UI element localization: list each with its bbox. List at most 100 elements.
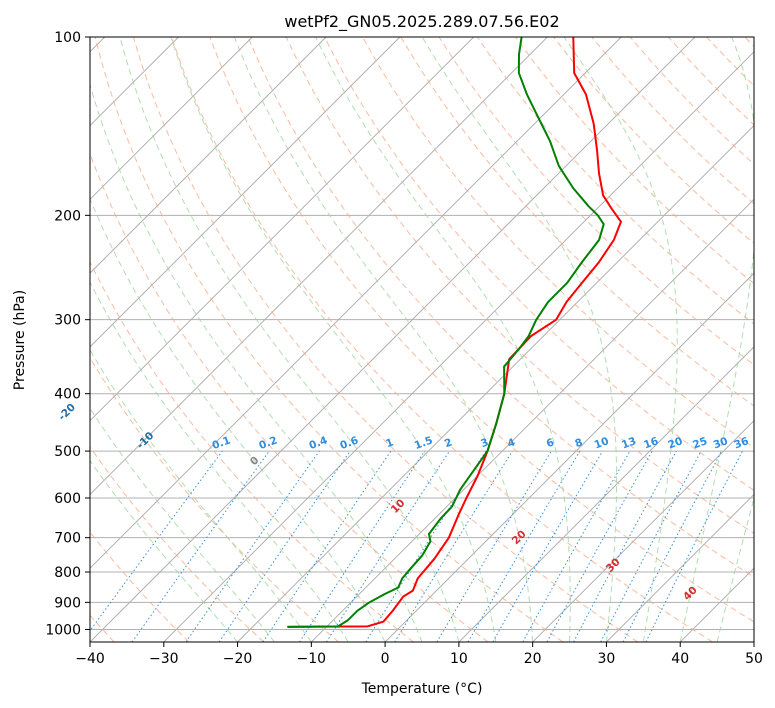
mixing-ratio-line xyxy=(522,450,631,642)
mixing-ratio-line xyxy=(299,450,426,642)
moist-adiabat-line xyxy=(119,37,460,642)
x-tick-label: −30 xyxy=(149,651,179,667)
annotation-layer: -100-90-80-70-60-50-40-30-20-100.10.20.4… xyxy=(0,370,751,603)
x-axis-label: Temperature (°C) xyxy=(361,681,483,697)
isotherm-line xyxy=(384,272,754,642)
moist-adiabat-line xyxy=(90,407,275,642)
dry-adiabat-line xyxy=(553,37,754,245)
mixing-ratio-label: 4 xyxy=(506,436,517,450)
dry-adiabat-label: -10 xyxy=(135,430,157,452)
dry-adiabat-line xyxy=(629,37,754,165)
y-tick-label: 400 xyxy=(54,387,81,403)
mixing-ratio-label: 30 xyxy=(712,435,730,451)
isotherm-line xyxy=(90,37,548,496)
mixing-ratio-line xyxy=(218,450,351,642)
isotherm-line xyxy=(90,37,401,348)
mixing-ratio-label: 13 xyxy=(620,435,638,451)
moist-adiabat-line xyxy=(90,459,238,642)
moist-adiabat-line xyxy=(753,640,754,642)
x-tick-label: 50 xyxy=(745,651,763,667)
dry-adiabat-line xyxy=(323,37,754,491)
dry-adiabat-line xyxy=(285,37,754,534)
x-tick-label: 20 xyxy=(524,651,542,667)
isotherm-line xyxy=(237,124,754,642)
isotherm-line xyxy=(90,37,475,422)
isotherm-line xyxy=(458,346,754,642)
dry-adiabat-line xyxy=(132,37,639,642)
y-tick-label: 200 xyxy=(54,208,81,224)
dry-adiabat-label: -20 xyxy=(56,401,78,423)
mixing-ratio-line xyxy=(185,450,320,642)
dry-adiabat-line xyxy=(90,260,414,642)
x-tick-label: −10 xyxy=(297,651,327,667)
dry-adiabat-line xyxy=(90,446,265,642)
y-tick-label: 700 xyxy=(54,531,81,547)
moist-adiabat-line xyxy=(170,37,497,642)
isotherm-line xyxy=(90,37,696,642)
dry-adiabat-line xyxy=(591,37,754,205)
x-tick-label: 40 xyxy=(671,651,689,667)
mixing-ratio-line xyxy=(467,450,581,642)
mixing-ratio-label: 8 xyxy=(573,436,584,450)
mixing-ratio-label: 16 xyxy=(642,435,660,451)
mixing-ratio-label: 1.5 xyxy=(413,434,435,452)
moist-adiabat-line xyxy=(233,37,534,642)
y-tick-label: 500 xyxy=(54,444,81,460)
mixing-ratio-label: 36 xyxy=(733,435,751,451)
x-tick-label: 30 xyxy=(598,651,616,667)
dry-adiabat-label: -30 xyxy=(0,370,3,392)
moist-adiabat-line xyxy=(679,37,754,642)
mixing-ratio-line xyxy=(645,450,743,642)
y-tick-label: 600 xyxy=(54,491,81,507)
isotherm-line xyxy=(679,567,754,642)
mixing-ratio-label: 0.6 xyxy=(338,434,360,452)
mixing-ratio-label: 20 xyxy=(666,435,684,451)
y-tick-label: 100 xyxy=(54,30,81,46)
dry-adiabat-line xyxy=(438,37,754,366)
moist-adiabat-label: 0 xyxy=(248,454,262,468)
dry-adiabat-line xyxy=(476,37,754,325)
isotherm-line xyxy=(532,419,754,642)
mixing-ratio-label: 0.4 xyxy=(308,434,330,452)
mixing-ratio-line xyxy=(573,450,677,642)
x-tick-label: 10 xyxy=(450,651,468,667)
dry-adiabat-line xyxy=(247,37,754,578)
moist-adiabat-label: 20 xyxy=(510,528,529,547)
y-axis-label: Pressure (hPa) xyxy=(12,290,28,390)
dry-adiabat-line xyxy=(667,37,754,126)
dry-adiabat-line xyxy=(90,152,489,642)
moist-adiabat-line xyxy=(90,82,423,642)
mixing-ratio-line xyxy=(90,450,223,632)
isotherm-line xyxy=(90,37,253,201)
moist-adiabat-line xyxy=(90,197,386,642)
isotherm-line xyxy=(606,493,754,642)
moist-adiabat-line xyxy=(90,349,312,642)
moist-adiabat-line xyxy=(421,37,618,642)
mixing-ratio-label: 10 xyxy=(593,435,611,451)
moist-adiabat-line xyxy=(315,37,571,642)
moist-adiabat-line xyxy=(90,281,349,642)
mixing-ratio-line xyxy=(546,450,653,642)
temperature-line xyxy=(287,37,622,628)
mixing-ratio-line xyxy=(326,450,450,642)
mixing-ratio-label: 2 xyxy=(443,436,454,450)
x-tick-label: 0 xyxy=(381,651,390,667)
mixing-ratio-line xyxy=(600,450,702,642)
y-tick-label: 300 xyxy=(54,313,81,329)
moist-adiabat-line xyxy=(716,496,754,642)
x-tick-label: −40 xyxy=(75,651,105,667)
isotherm-line xyxy=(753,641,754,642)
mixing-ratio-label: 0.2 xyxy=(257,434,279,452)
dry-adiabat-line xyxy=(90,531,190,642)
dry-adiabat-line xyxy=(706,37,754,87)
mixing-ratio-label: 6 xyxy=(545,436,556,450)
moist-adiabat-label: 40 xyxy=(681,584,700,603)
mixing-ratio-line xyxy=(262,450,392,642)
mixing-ratio-line xyxy=(436,450,552,642)
dry-adiabat-line xyxy=(209,37,754,623)
mixing-ratio-label: 0.1 xyxy=(211,434,233,452)
isotherm-line xyxy=(90,37,622,569)
mixing-ratio-line xyxy=(131,450,270,642)
x-tick-label: −20 xyxy=(223,651,253,667)
moist-adiabat-line xyxy=(563,37,678,642)
